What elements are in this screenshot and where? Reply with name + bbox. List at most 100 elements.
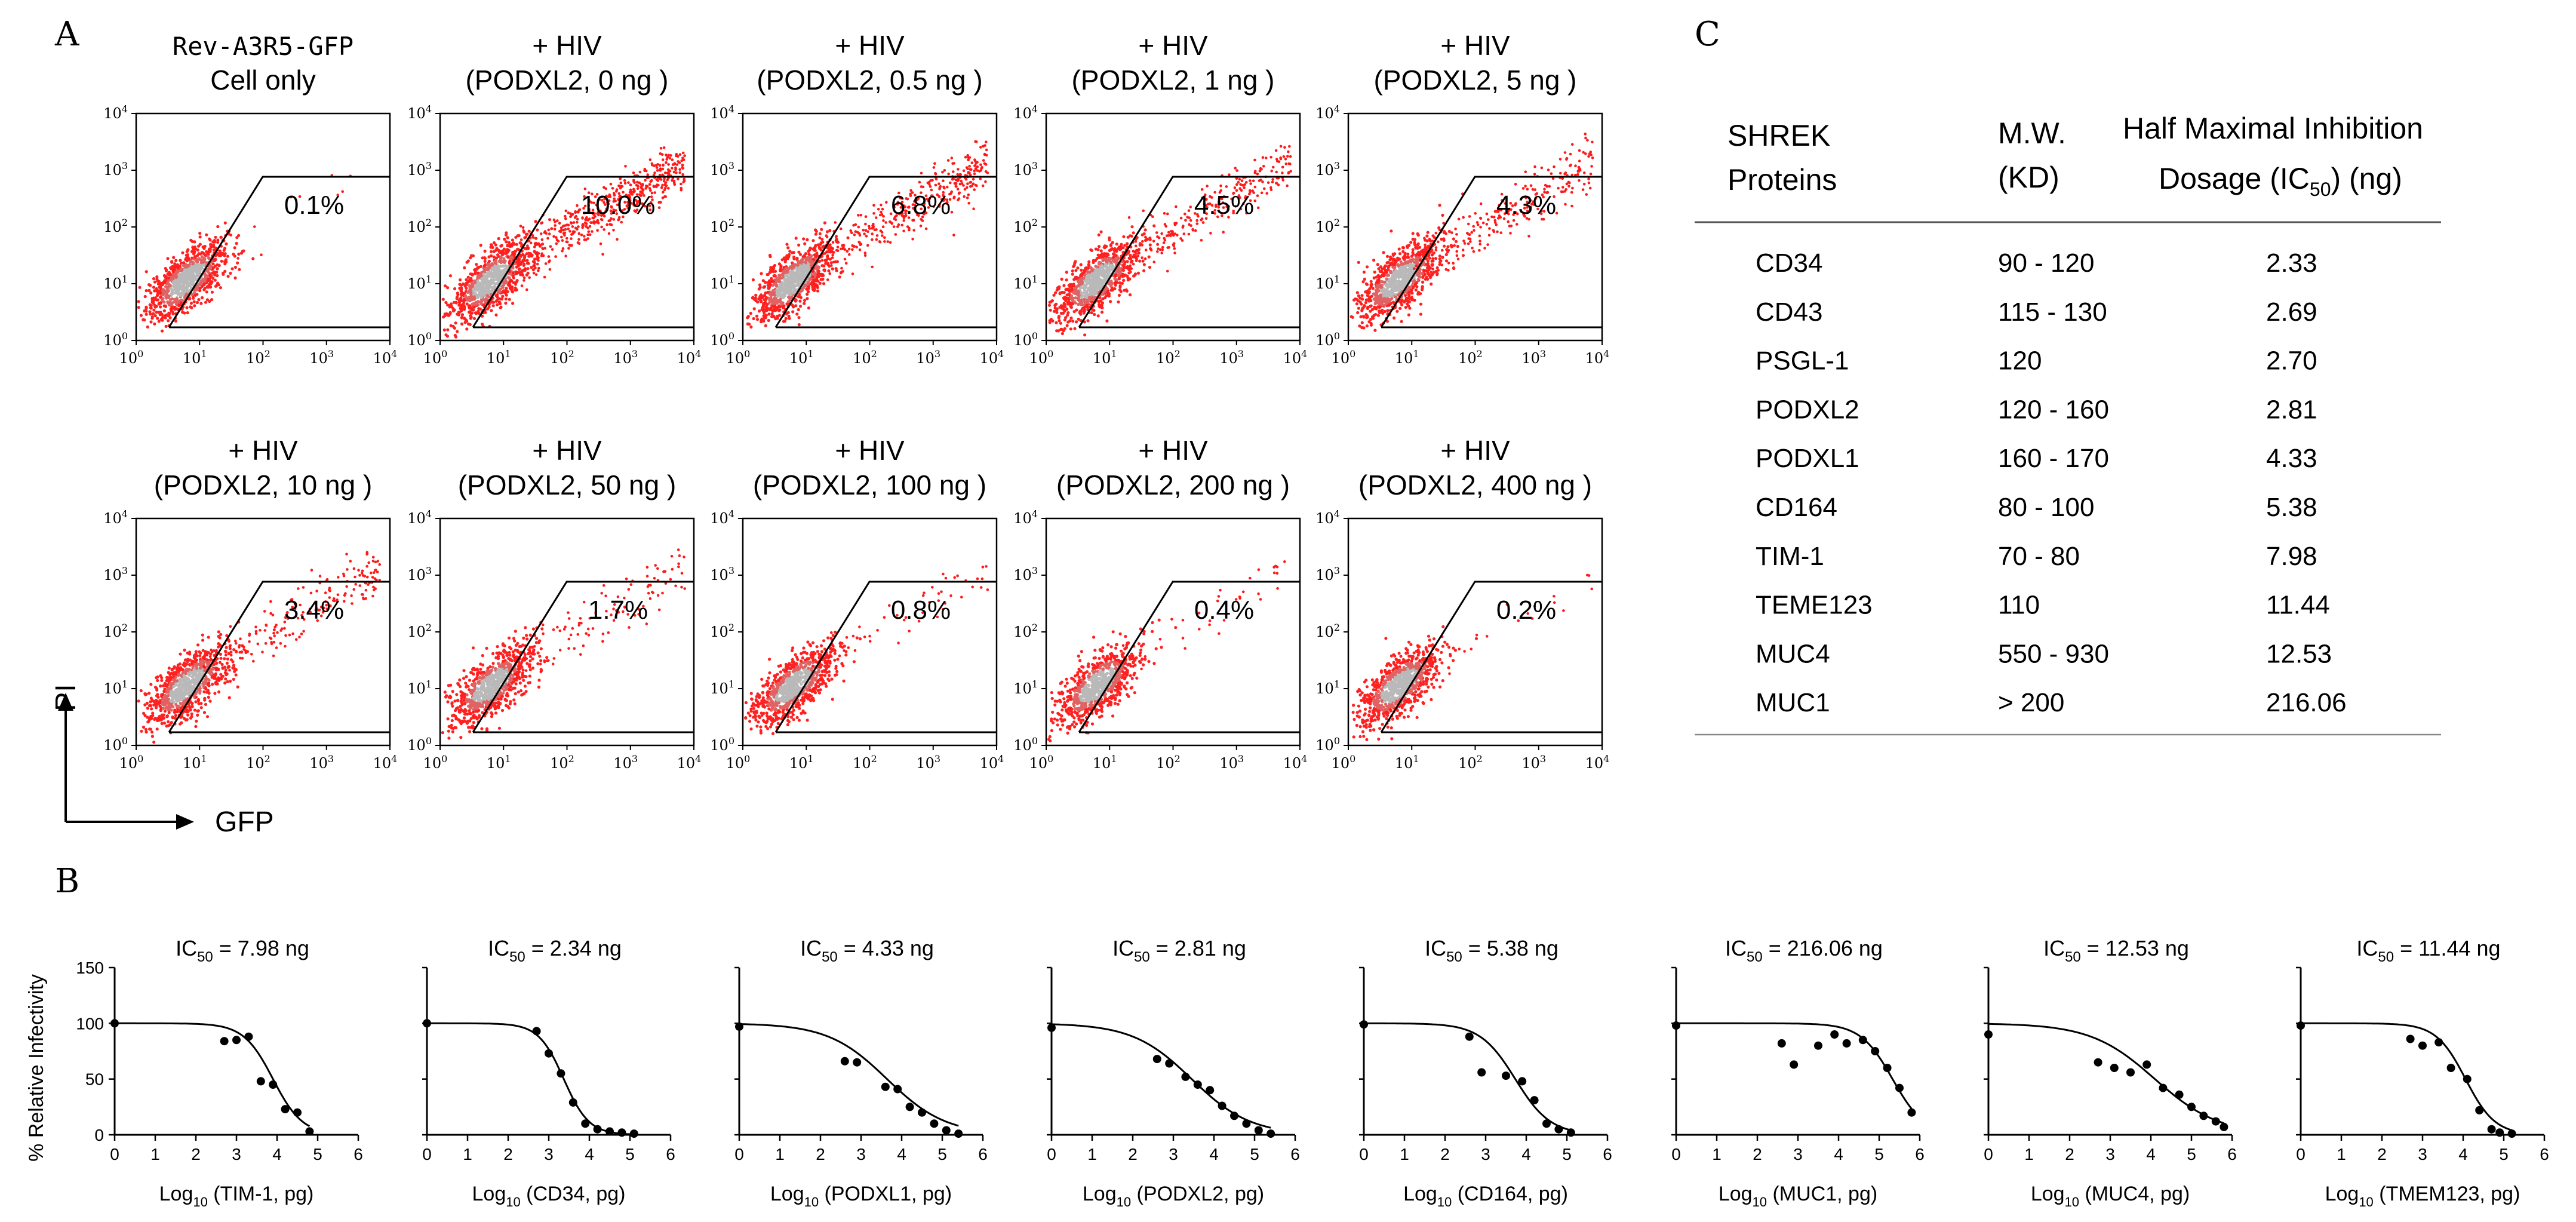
y-tick-label: 104 <box>1013 103 1038 122</box>
data-point <box>1502 1071 1510 1080</box>
y-tick-label: 101 <box>1315 678 1340 697</box>
data-point <box>269 1080 278 1089</box>
flow-plot-title: + HIV <box>835 435 905 466</box>
x-axis-label: Log10 (TIM-1, pg) <box>159 1183 314 1209</box>
x-tick-label: 101 <box>183 753 207 772</box>
data-point <box>281 1105 290 1114</box>
mw-cell: 550 - 930 <box>1998 639 2109 668</box>
x-tick-label: 100 <box>726 348 751 367</box>
data-point <box>293 1108 302 1117</box>
x-tick-label: 4 <box>1209 1145 1219 1163</box>
y-tick-label: 50 <box>85 1070 104 1089</box>
x-tick-label: 3 <box>1169 1145 1178 1163</box>
x-tick-label: 102 <box>246 348 270 367</box>
chart-ylabel: % Relative Infectivity <box>25 974 48 1162</box>
x-tick-label: 104 <box>373 753 398 772</box>
y-tick-label: 103 <box>407 160 432 179</box>
data-point <box>244 1032 253 1041</box>
data-point <box>581 1119 590 1128</box>
data-point <box>2463 1074 2472 1083</box>
mw-cell: > 200 <box>1998 688 2064 717</box>
mw-cell: 120 - 160 <box>1998 395 2109 424</box>
x-tick-label: 0 <box>1984 1145 1993 1163</box>
flow-plot-title: + HIV <box>532 435 602 466</box>
x-tick-label: 103 <box>613 348 638 367</box>
x-tick-label: 3 <box>232 1145 241 1163</box>
x-tick-label: 104 <box>677 753 702 772</box>
gfp-gate <box>1078 176 1300 328</box>
data-point <box>2475 1106 2484 1114</box>
data-point <box>905 1103 914 1112</box>
flow-plot-condition: (PODXL2, 100 ng ) <box>753 469 986 501</box>
flow-plot-title: + HIV <box>1138 30 1208 61</box>
y-tick-label: 0 <box>94 1126 104 1144</box>
flow-events <box>1047 560 1286 742</box>
data-point <box>1465 1032 1474 1041</box>
x-axis-label: Log10 (CD164, pg) <box>1403 1183 1568 1209</box>
ic50-title: IC50 = 4.33 ng <box>800 936 934 965</box>
x-tick-label: 0 <box>734 1145 744 1163</box>
y-tick-label: 103 <box>103 565 128 584</box>
x-tick-label: 5 <box>1874 1145 1884 1163</box>
x-tick-label: 2 <box>1440 1145 1450 1163</box>
gfp-gate <box>168 176 390 328</box>
panel-label-a: A <box>54 15 79 54</box>
x-tick-label: 100 <box>1029 348 1054 367</box>
data-point <box>735 1022 743 1031</box>
ic50-cell: 7.98 <box>2266 542 2317 571</box>
x-tick-label: 2 <box>191 1145 201 1163</box>
mw-cell: 90 - 120 <box>1998 248 2094 278</box>
ic50-title: IC50 = 2.81 ng <box>1112 936 1246 965</box>
data-point <box>2434 1038 2443 1047</box>
data-point <box>954 1129 963 1138</box>
data-point <box>423 1019 431 1028</box>
x-tick-label: 2 <box>1128 1145 1138 1163</box>
y-tick-label: 100 <box>710 330 734 349</box>
protein-name-cell: CD43 <box>1756 297 1823 327</box>
mw-cell: 80 - 100 <box>1998 493 2094 522</box>
gate-percentage: 10.0% <box>581 191 656 220</box>
y-tick-label: 102 <box>710 217 734 235</box>
protein-name-cell: MUC1 <box>1756 688 1830 717</box>
table-row: CD34 90 - 120 2.33 <box>1756 248 2317 278</box>
table-header-proteins-1: SHREK <box>1727 119 1830 152</box>
x-tick-label: 104 <box>980 348 1004 367</box>
data-point <box>1477 1068 1486 1077</box>
flow-events <box>744 565 989 735</box>
x-tick-label: 102 <box>246 753 270 772</box>
data-point <box>2187 1103 2196 1112</box>
x-tick-label: 102 <box>853 753 877 772</box>
y-tick-label: 100 <box>1315 330 1340 349</box>
data-point <box>629 1129 638 1138</box>
gfp-gate <box>472 176 694 328</box>
gate-percentage: 1.7% <box>588 595 648 625</box>
x-axis-label: Log10 (CD34, pg) <box>472 1183 626 1209</box>
ic50-title: IC50 = 7.98 ng <box>176 936 309 965</box>
y-tick-label: 102 <box>1315 622 1340 640</box>
ic50-cell: 216.06 <box>2266 688 2347 717</box>
x-tick-label: 1 <box>463 1145 472 1163</box>
y-tick-label: 103 <box>1315 565 1340 584</box>
panel-label-b: B <box>55 862 79 901</box>
data-point <box>881 1082 890 1091</box>
ic50-title: IC50 = 216.06 ng <box>1725 936 1883 965</box>
ic50-cell: 11.44 <box>2266 591 2330 620</box>
data-point <box>1230 1112 1238 1120</box>
flow-events <box>137 174 352 333</box>
data-point <box>1566 1128 1575 1137</box>
protein-name-cell: CD164 <box>1756 493 1837 522</box>
data-point <box>2110 1064 2119 1072</box>
data-point <box>2159 1083 2168 1092</box>
data-point <box>2094 1058 2102 1067</box>
x-tick-label: 101 <box>1093 348 1117 367</box>
y-tick-label: 100 <box>407 330 432 349</box>
data-point <box>2220 1122 2228 1131</box>
x-tick-label: 1 <box>2024 1145 2034 1163</box>
x-tick-label: 6 <box>353 1145 363 1163</box>
ic50-title: IC50 = 11.44 ng <box>2356 936 2500 965</box>
x-tick-label: 3 <box>1793 1145 1803 1163</box>
flow-events <box>746 140 989 329</box>
fit-curve <box>1364 1022 1572 1131</box>
y-tick-label: 102 <box>710 622 734 640</box>
